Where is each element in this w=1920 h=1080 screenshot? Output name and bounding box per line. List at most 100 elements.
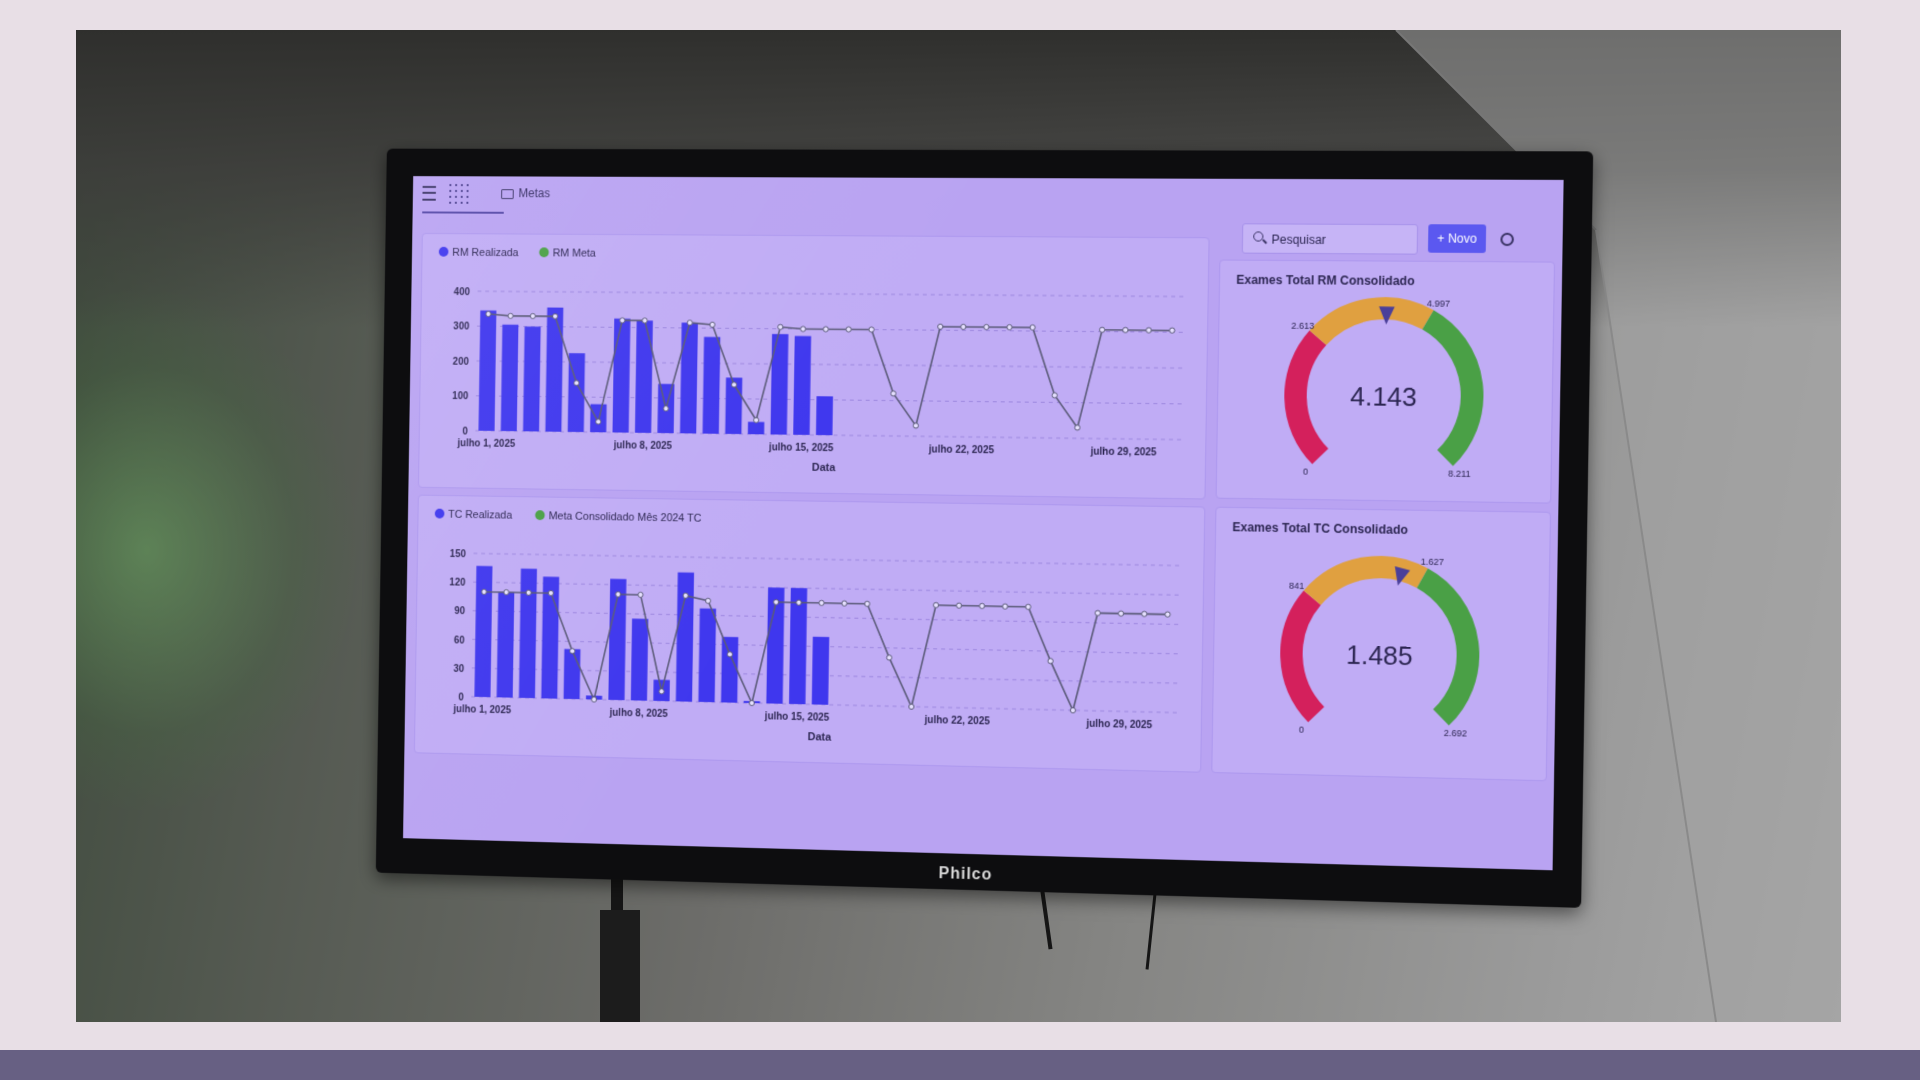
tc-x-label: Data — [808, 731, 833, 744]
rm-bar — [770, 334, 789, 435]
tc-x-tick: julho 15, 2025 — [764, 711, 830, 724]
tc-gauge-red-band — [1290, 597, 1318, 714]
rm-bar — [793, 335, 812, 435]
tc-target-point — [1095, 610, 1100, 615]
tc-target-point — [591, 697, 596, 702]
tc-target-point — [1165, 612, 1170, 617]
rm-x-tick: julho 8, 2025 — [613, 440, 673, 452]
rm-bar — [590, 404, 607, 433]
top-bar: Metas — [413, 176, 1564, 227]
rm-target-point — [530, 314, 535, 319]
rm-target-point — [620, 318, 625, 323]
tc-gridline — [473, 611, 1180, 625]
tc-target-point — [638, 592, 643, 597]
tc-y-tick: 60 — [454, 635, 465, 646]
bottom-bar — [0, 1050, 1920, 1080]
tc-gauge-card: Exames Total TC Consolidado 1.485 0 841 1.6… — [1211, 506, 1552, 782]
tc-gauge: 1.485 0 841 1.627 2.692 — [1212, 508, 1550, 781]
rm-y-tick: 200 — [453, 357, 470, 368]
rm-bar — [478, 310, 497, 431]
tc-target-point — [616, 592, 621, 597]
rm-gauge-scale-label: 0 — [1303, 466, 1308, 476]
rm-target-point — [508, 313, 513, 318]
tc-x-tick: julho 29, 2025 — [1085, 719, 1153, 732]
rm-target-point — [1146, 328, 1151, 333]
tc-y-tick: 0 — [458, 692, 464, 703]
rm-x-tick: julho 15, 2025 — [768, 442, 834, 454]
rm-gauge-green-band — [1426, 320, 1473, 459]
rm-target-point — [1075, 425, 1080, 430]
tc-bar — [675, 572, 695, 702]
tc-gauge-green-band — [1420, 578, 1469, 718]
tc-y-tick: 150 — [450, 549, 467, 560]
tc-target-point — [1070, 708, 1075, 713]
new-button[interactable]: + Novo — [1427, 224, 1487, 254]
rm-bar — [702, 336, 721, 434]
rm-bar — [679, 322, 698, 434]
tc-legend-label: Meta Consolidado Mês 2024 TC — [549, 510, 702, 524]
tc-legend-label: TC Realizada — [448, 509, 513, 522]
rm-target-point — [1007, 325, 1012, 330]
tc-gridline — [474, 553, 1181, 565]
rm-bar — [747, 421, 765, 435]
tc-legend-swatch — [434, 508, 445, 519]
rm-target-point — [1169, 328, 1174, 333]
tc-x-tick: julho 1, 2025 — [452, 704, 511, 716]
rm-x-tick: julho 29, 2025 — [1089, 446, 1157, 458]
rm-bar — [500, 324, 519, 432]
logo-icon[interactable] — [447, 182, 469, 204]
tc-target-point — [909, 704, 914, 709]
tc-target-point — [978, 602, 985, 609]
search-box[interactable] — [1241, 223, 1419, 255]
tc-target-point — [842, 601, 847, 606]
rm-target-point — [982, 323, 989, 330]
rm-bar-line-chart: RM Realizada RM Meta 0 100 200 300 400 julho 1,… — [438, 247, 1209, 474]
rm-target-point — [891, 391, 896, 396]
rm-gauge-card: Exames Total RM Consolidado 4.143 0 2.613 4… — [1215, 259, 1556, 504]
tc-target-point — [956, 602, 963, 609]
rm-gridline — [478, 291, 1185, 296]
tc-target-point — [1026, 604, 1031, 609]
rm-bar — [634, 320, 653, 433]
tc-target-point — [819, 600, 824, 605]
tc-bar-line-chart: TC Realizada Meta Consolidado Mês 2024 TC… — [434, 508, 1204, 744]
gear-icon[interactable] — [1500, 232, 1514, 247]
rm-x-tick: julho 1, 2025 — [456, 438, 515, 450]
menu-icon[interactable] — [422, 185, 437, 201]
tc-target-point — [887, 655, 892, 660]
tc-target-point — [1142, 611, 1147, 616]
wall-mount-block — [600, 910, 640, 1022]
rm-target-point — [1030, 325, 1035, 330]
tc-bar — [563, 648, 581, 700]
tc-target-point — [683, 593, 688, 598]
rm-target-point — [574, 380, 579, 385]
search-input[interactable] — [1269, 229, 1417, 251]
tc-target-point — [659, 689, 664, 694]
rm-target-point — [1100, 327, 1105, 332]
rm-target-point — [663, 406, 668, 411]
tc-chart-card: TC Realizada Meta Consolidado Mês 2024 TC… — [413, 494, 1206, 773]
breadcrumb[interactable]: Metas — [518, 186, 551, 201]
rm-target-point — [754, 418, 759, 423]
rm-bar — [725, 377, 743, 435]
tc-x-tick: julho 8, 2025 — [609, 708, 669, 720]
tc-y-tick: 30 — [453, 664, 464, 675]
rm-bar — [657, 383, 675, 434]
tc-gridline — [473, 582, 1180, 595]
rm-target-point — [710, 322, 715, 327]
tc-target-point — [1118, 611, 1123, 616]
rm-legend-label: RM Meta — [553, 247, 597, 259]
rm-target-point — [1052, 393, 1057, 398]
rm-target-point — [938, 324, 943, 329]
rm-target-point — [778, 324, 783, 329]
rm-target-point — [913, 423, 918, 428]
tc-y-tick: 120 — [449, 578, 466, 589]
rm-x-tick: julho 22, 2025 — [928, 444, 995, 456]
tc-target-point — [482, 589, 487, 594]
rm-bar — [815, 396, 833, 436]
tc-target-point — [526, 590, 531, 595]
tc-target-point — [1048, 658, 1053, 663]
rm-legend-swatch — [539, 247, 549, 258]
rm-gauge-red-band — [1295, 338, 1323, 457]
